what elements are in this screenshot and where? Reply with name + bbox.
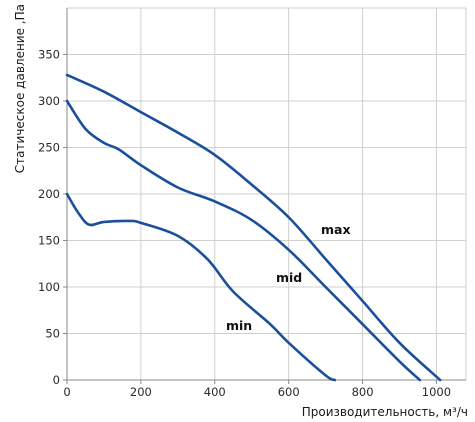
grid: [67, 7, 467, 380]
y-tick-label: 350: [38, 48, 60, 62]
series-line-mid: [65, 99, 422, 382]
series-labels: max mid min: [226, 222, 351, 333]
y-tick-label: 50: [45, 327, 60, 341]
series-line-max: [65, 73, 442, 382]
series-label-mid: mid: [276, 270, 302, 285]
series-label-max: max: [321, 222, 351, 237]
axes: 0 200 400 600 800 1000 0 50 100 150 200 250 300 350: [38, 8, 466, 399]
x-tick-label: 1000: [422, 385, 451, 399]
series-lines: [65, 73, 442, 382]
x-tick-label: 200: [130, 385, 152, 399]
x-tick-label: 600: [278, 385, 300, 399]
y-tick-label: 0: [53, 373, 60, 387]
series-label-min: min: [226, 318, 252, 333]
y-tick-label: 100: [38, 280, 60, 294]
y-axis-title: Статическое давление ,Па: [13, 4, 27, 173]
y-tick-label: 250: [38, 141, 60, 155]
y-tick-label: 300: [38, 94, 60, 108]
x-tick-label: 400: [204, 385, 226, 399]
x-tick-label: 0: [63, 385, 70, 399]
x-axis-title: Производительность, м³/ч: [302, 405, 468, 419]
y-tick-label: 200: [38, 187, 60, 201]
x-tick-label: 800: [352, 385, 374, 399]
series-line-min: [65, 192, 337, 382]
y-tick-label: 150: [38, 234, 60, 248]
